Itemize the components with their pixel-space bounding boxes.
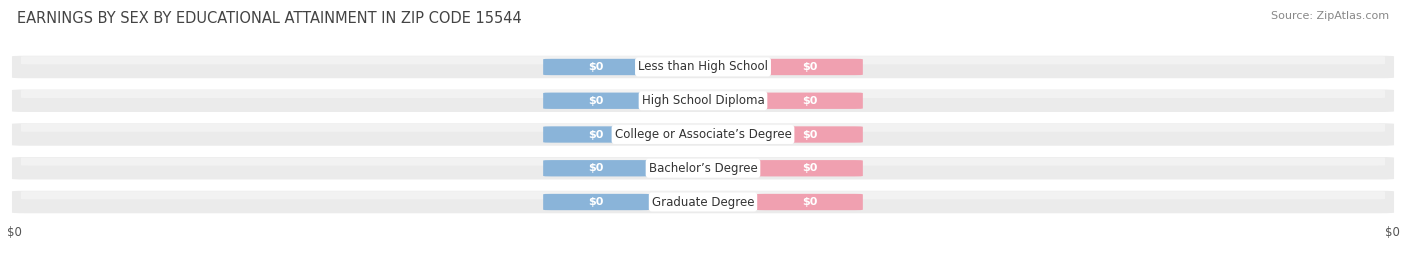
Text: $0: $0 xyxy=(589,129,605,140)
FancyBboxPatch shape xyxy=(21,56,1385,64)
Text: EARNINGS BY SEX BY EDUCATIONAL ATTAINMENT IN ZIP CODE 15544: EARNINGS BY SEX BY EDUCATIONAL ATTAINMEN… xyxy=(17,11,522,26)
Text: $0: $0 xyxy=(801,197,817,207)
Text: High School Diploma: High School Diploma xyxy=(641,94,765,107)
FancyBboxPatch shape xyxy=(21,157,1385,166)
FancyBboxPatch shape xyxy=(21,191,1385,199)
Text: Bachelor’s Degree: Bachelor’s Degree xyxy=(648,162,758,175)
Text: $0: $0 xyxy=(589,96,605,106)
Text: Less than High School: Less than High School xyxy=(638,61,768,73)
FancyBboxPatch shape xyxy=(543,93,650,109)
FancyBboxPatch shape xyxy=(543,126,650,143)
Text: $0: $0 xyxy=(801,129,817,140)
FancyBboxPatch shape xyxy=(756,194,863,210)
FancyBboxPatch shape xyxy=(543,194,650,210)
FancyBboxPatch shape xyxy=(543,160,650,176)
FancyBboxPatch shape xyxy=(13,56,1393,78)
FancyBboxPatch shape xyxy=(13,157,1393,179)
FancyBboxPatch shape xyxy=(756,160,863,176)
FancyBboxPatch shape xyxy=(756,93,863,109)
FancyBboxPatch shape xyxy=(21,90,1385,98)
FancyBboxPatch shape xyxy=(13,191,1393,213)
Text: $0: $0 xyxy=(589,62,605,72)
FancyBboxPatch shape xyxy=(756,126,863,143)
Text: Graduate Degree: Graduate Degree xyxy=(652,196,754,208)
FancyBboxPatch shape xyxy=(13,90,1393,112)
Text: $0: $0 xyxy=(589,163,605,173)
FancyBboxPatch shape xyxy=(543,59,650,75)
Text: Source: ZipAtlas.com: Source: ZipAtlas.com xyxy=(1271,11,1389,21)
Text: College or Associate’s Degree: College or Associate’s Degree xyxy=(614,128,792,141)
FancyBboxPatch shape xyxy=(756,59,863,75)
Text: $0: $0 xyxy=(801,163,817,173)
FancyBboxPatch shape xyxy=(13,123,1393,146)
Text: $0: $0 xyxy=(801,62,817,72)
Text: $0: $0 xyxy=(589,197,605,207)
FancyBboxPatch shape xyxy=(21,124,1385,132)
Text: $0: $0 xyxy=(801,96,817,106)
